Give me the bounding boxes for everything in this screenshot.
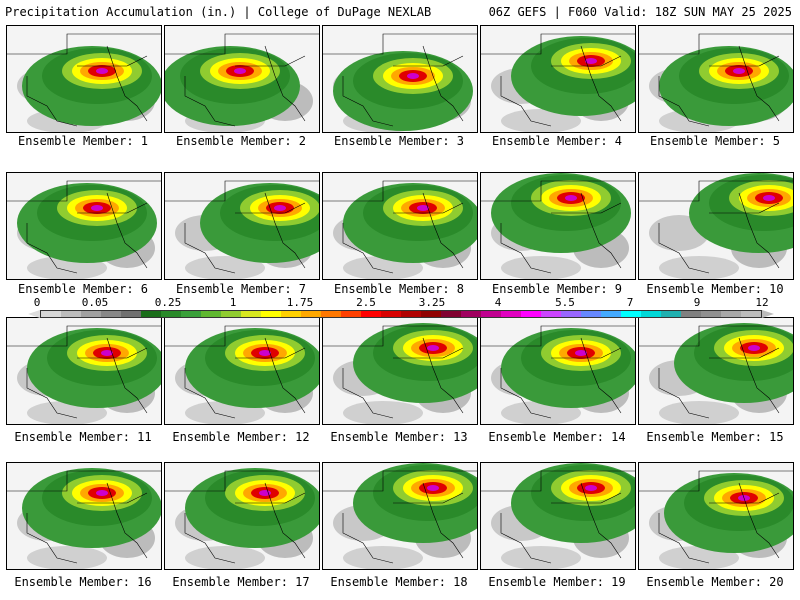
ensemble-map-12 [164, 317, 320, 425]
scale-tick-label: 3.25 [418, 296, 446, 309]
scale-swatch [281, 311, 301, 317]
member-label: Ensemble Member: 20 [646, 575, 784, 589]
scale-swatch [421, 311, 441, 317]
scale-tick-label: 2.5 [356, 296, 376, 309]
member-label: Ensemble Member: 6 [17, 282, 149, 296]
scale-swatch [601, 311, 621, 317]
ensemble-map-4 [480, 25, 636, 133]
member-label: Ensemble Member: 9 [491, 282, 623, 296]
member-label: Ensemble Member: 3 [333, 134, 465, 148]
member-label: Ensemble Member: 8 [333, 282, 465, 296]
scale-swatch [141, 311, 161, 317]
scale-swatch [661, 311, 681, 317]
ensemble-map-5 [638, 25, 794, 133]
scale-tick-label: 5.5 [555, 296, 575, 309]
scale-tick-label: 0.05 [81, 296, 109, 309]
ensemble-map-15 [638, 317, 794, 425]
member-label: Ensemble Member: 4 [491, 134, 623, 148]
scale-swatch [81, 311, 101, 317]
member-label: Ensemble Member: 11 [14, 430, 152, 444]
ensemble-map-14 [480, 317, 636, 425]
scale-tick-label: 12 [755, 296, 769, 309]
ensemble-map-18 [322, 462, 478, 570]
scale-swatch [581, 311, 601, 317]
scale-swatch [241, 311, 261, 317]
scale-swatch [461, 311, 481, 317]
scale-swatch [521, 311, 541, 317]
scale-tick-label: 7 [626, 296, 634, 309]
scale-swatch [681, 311, 701, 317]
scale-swatch [381, 311, 401, 317]
ensemble-map-6 [6, 172, 162, 280]
scale-swatch [741, 311, 761, 317]
scale-swatch [101, 311, 121, 317]
member-label: Ensemble Member: 5 [649, 134, 781, 148]
scale-swatch [481, 311, 501, 317]
scale-tick-label: 1.75 [286, 296, 314, 309]
scale-swatch [221, 311, 241, 317]
ensemble-map-1 [6, 25, 162, 133]
member-label: Ensemble Member: 16 [14, 575, 152, 589]
map-title: Precipitation Accumulation (in.) | Colle… [5, 5, 432, 19]
member-label: Ensemble Member: 19 [488, 575, 626, 589]
ensemble-map-2 [164, 25, 320, 133]
scale-swatch [541, 311, 561, 317]
scale-swatch [701, 311, 721, 317]
member-label: Ensemble Member: 13 [330, 430, 468, 444]
scale-swatch [621, 311, 641, 317]
scale-swatch [341, 311, 361, 317]
scale-swatch [61, 311, 81, 317]
member-label: Ensemble Member: 12 [172, 430, 310, 444]
scale-tick-label: 0.25 [154, 296, 182, 309]
scale-swatch [261, 311, 281, 317]
ensemble-map-19 [480, 462, 636, 570]
member-label: Ensemble Member: 2 [175, 134, 307, 148]
ensemble-map-8 [322, 172, 478, 280]
scale-swatch [121, 311, 141, 317]
scale-tick-label: 1 [229, 296, 237, 309]
member-label: Ensemble Member: 14 [488, 430, 626, 444]
ensemble-map-17 [164, 462, 320, 570]
scale-swatch [301, 311, 321, 317]
ensemble-map-11 [6, 317, 162, 425]
ensemble-map-3 [322, 25, 478, 133]
scale-bar [40, 310, 762, 318]
scale-swatch [441, 311, 461, 317]
ensemble-map-13 [322, 317, 478, 425]
scale-swatch [401, 311, 421, 317]
member-label: Ensemble Member: 7 [175, 282, 307, 296]
ensemble-map-7 [164, 172, 320, 280]
scale-tick-label: 9 [693, 296, 701, 309]
member-label: Ensemble Member: 15 [646, 430, 784, 444]
scale-tick-label: 4 [494, 296, 502, 309]
scale-swatch [561, 311, 581, 317]
scale-swatch [501, 311, 521, 317]
scale-arrow-right-icon [762, 310, 774, 318]
scale-swatch [321, 311, 341, 317]
valid-time: 06Z GEFS | F060 Valid: 18Z SUN MAY 25 20… [488, 5, 792, 19]
scale-tick-label: 0 [33, 296, 41, 309]
scale-swatch [361, 311, 381, 317]
ensemble-map-16 [6, 462, 162, 570]
scale-swatch [201, 311, 221, 317]
ensemble-map-9 [480, 172, 636, 280]
member-label: Ensemble Member: 10 [646, 282, 784, 296]
member-label: Ensemble Member: 17 [172, 575, 310, 589]
scale-swatch [161, 311, 181, 317]
scale-swatch [181, 311, 201, 317]
member-label: Ensemble Member: 1 [17, 134, 149, 148]
member-label: Ensemble Member: 18 [330, 575, 468, 589]
scale-arrow-left-icon [28, 310, 40, 318]
ensemble-map-20 [638, 462, 794, 570]
ensemble-map-10 [638, 172, 794, 280]
scale-swatch [641, 311, 661, 317]
color-scale: 0 0.05 0.25 1 1.75 2.5 3.25 4 5.5 7 9 12 [0, 296, 800, 318]
scale-swatch [41, 311, 61, 317]
scale-swatch [721, 311, 741, 317]
